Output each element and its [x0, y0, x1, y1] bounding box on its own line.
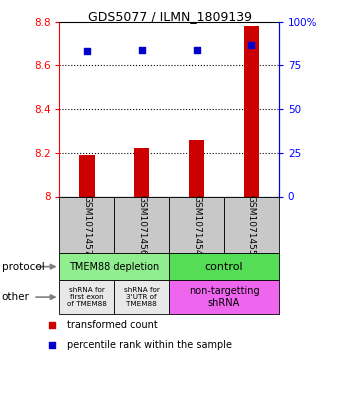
Bar: [224, 196, 279, 253]
Text: GSM1071454: GSM1071454: [192, 195, 201, 255]
Text: GSM1071457: GSM1071457: [82, 195, 91, 255]
Text: GSM1071455: GSM1071455: [247, 195, 256, 255]
Text: TMEM88 depletion: TMEM88 depletion: [69, 262, 159, 272]
Bar: [59, 253, 169, 280]
Bar: [114, 196, 169, 253]
Text: other: other: [2, 292, 30, 302]
Text: percentile rank within the sample: percentile rank within the sample: [67, 340, 232, 350]
Point: [49, 322, 54, 328]
Point: [194, 47, 199, 53]
Text: GDS5077 / ILMN_1809139: GDS5077 / ILMN_1809139: [88, 10, 252, 23]
Point: [84, 48, 90, 54]
Text: non-targetting
shRNA: non-targetting shRNA: [189, 286, 259, 308]
Bar: [134, 149, 149, 196]
Bar: [244, 26, 259, 196]
Point: [249, 41, 254, 48]
Bar: [79, 155, 95, 196]
Point: [139, 47, 144, 53]
Bar: [114, 280, 169, 314]
Point: [49, 342, 54, 348]
Text: shRNA for
first exon
of TMEM88: shRNA for first exon of TMEM88: [67, 287, 107, 307]
Text: shRNA for
3'UTR of
TMEM88: shRNA for 3'UTR of TMEM88: [124, 287, 160, 307]
Bar: [169, 196, 224, 253]
Text: transformed count: transformed count: [67, 320, 158, 330]
Bar: [59, 196, 114, 253]
Text: control: control: [205, 262, 243, 272]
Bar: [169, 253, 279, 280]
Bar: [59, 280, 114, 314]
Text: GSM1071456: GSM1071456: [137, 195, 146, 255]
Text: protocol: protocol: [2, 262, 45, 272]
Bar: [169, 280, 279, 314]
Bar: [189, 140, 204, 196]
